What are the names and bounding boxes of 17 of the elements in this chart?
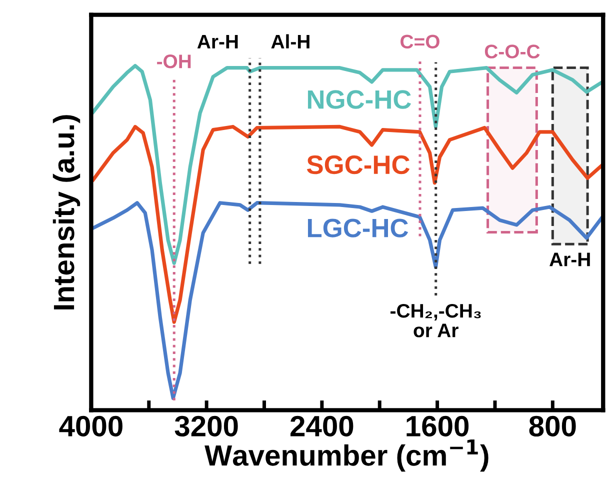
x-tick-label: 800 — [529, 416, 576, 437]
series-label: LGC-HC — [308, 218, 408, 238]
series-label: SGC-HC — [306, 155, 410, 174]
x-tick-label: 4000 — [59, 416, 122, 437]
band-label: C-O-C — [484, 44, 540, 58]
x-axis-title: Wavenumber (cm$^{−1}$) — [204, 439, 488, 472]
ref-line-label: -CH₂,-CH₃ or Ar — [390, 304, 481, 338]
x-tick-label: 3200 — [174, 416, 238, 437]
ref-line-label: -OH — [157, 54, 191, 68]
series-label: NGC-HC — [308, 90, 412, 109]
x-tick-label: 2400 — [290, 416, 354, 437]
ref-line-label: Ar-H — [197, 34, 238, 48]
band-label: Ar-H — [550, 252, 590, 266]
y-axis-title: Intensity (a.u.) — [52, 115, 80, 310]
x-tick-label: 1600 — [406, 416, 469, 437]
ref-line-label: Al-H — [271, 34, 310, 48]
ref-line-label: C=O — [400, 34, 440, 49]
